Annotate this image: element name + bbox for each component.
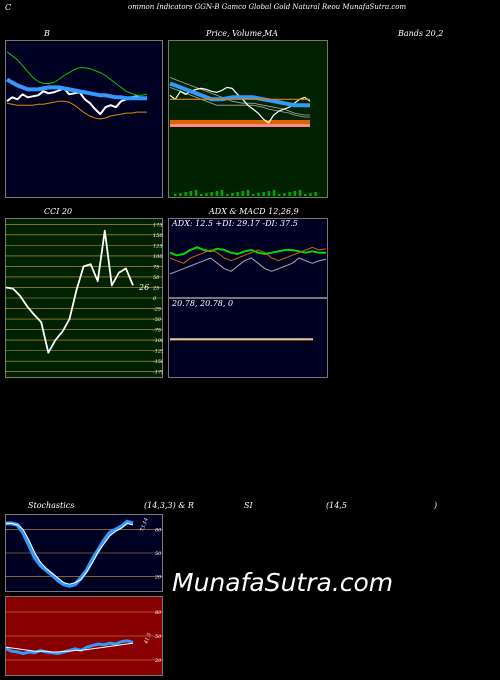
- volume-bar: [267, 191, 271, 196]
- volume-bar: [215, 191, 219, 196]
- rsi-panel: 80 50 20 41.5: [5, 596, 163, 676]
- adx-values: ADX: 12.5 +DI: 29.17 -DI: 37.5: [172, 219, 298, 228]
- cci-tick-label: 50: [153, 275, 160, 281]
- header-title: ommon Indicators GGN-B Gamco Global Gold…: [128, 3, 407, 11]
- series-line-ma: [5, 642, 134, 653]
- panel-frame: [168, 40, 328, 198]
- cci-tick-label: -125: [153, 349, 163, 355]
- cci-tick-label: -175: [153, 370, 163, 376]
- stoch-params: (14,3,3) & R: [144, 501, 194, 510]
- volume-bar: [241, 191, 245, 196]
- rsi-tick-label: 80: [155, 610, 162, 616]
- adx-panel: [168, 218, 328, 298]
- panel-frame: [5, 40, 163, 198]
- price-title-ma: MA: [264, 29, 278, 38]
- cci-tick-label: 100: [153, 254, 163, 260]
- series-line-d: [6, 522, 134, 585]
- macd-panel: [168, 298, 328, 378]
- cci-title: CCI 20: [44, 207, 73, 216]
- volume-bar: [304, 194, 307, 196]
- series-line-band1: [169, 77, 310, 116]
- price-title-volume: Volume,: [232, 29, 265, 38]
- cci-tick-label: 150: [153, 233, 163, 239]
- volume-bar: [246, 190, 250, 196]
- price-panel: [168, 40, 328, 198]
- bollinger-title: B: [44, 29, 50, 38]
- volume-bar: [314, 192, 317, 196]
- panel-frame: [168, 218, 328, 298]
- rsi-tick-label: 20: [154, 658, 162, 664]
- cci-tick-label: -25: [153, 307, 161, 313]
- cci-tick-label: 25: [152, 285, 159, 291]
- volume-bar: [298, 190, 302, 196]
- series-line-rsi: [5, 639, 134, 656]
- series-line-plus_di: [169, 257, 327, 275]
- volume-bar: [262, 192, 265, 196]
- volume-bar: [210, 192, 213, 196]
- cci-tick-label: -75: [153, 328, 161, 334]
- bollinger-panel: [5, 40, 163, 198]
- cci-tick-label: 125: [153, 243, 163, 249]
- volume-bar: [174, 194, 177, 196]
- rsi-last-label: 41.5: [143, 632, 153, 645]
- price-title-left: Price,: [206, 29, 230, 38]
- rsi-tick-label: 50: [155, 634, 162, 640]
- volume-bar: [194, 190, 198, 196]
- series-line-middle: [6, 77, 147, 101]
- rsi-close: ): [434, 501, 438, 510]
- cci-tick-label: 75: [153, 264, 159, 270]
- adx-macd-title: ADX & MACD 12,26,9: [209, 207, 299, 216]
- volume-bar: [220, 190, 224, 196]
- series-line-upper: [6, 51, 148, 96]
- volume-bar: [200, 194, 203, 196]
- cci-tick-label: -50: [153, 317, 162, 323]
- watermark: MunafaSutra.com: [172, 568, 394, 597]
- series-line-cci: [5, 229, 134, 354]
- stochastics-panel: 80 50 20 73.14: [5, 514, 163, 592]
- volume-bar: [293, 191, 297, 196]
- rsi-params: (14,5: [326, 501, 347, 510]
- series-line-ma_fast: [169, 81, 310, 108]
- volume-bar: [205, 193, 208, 196]
- volume-bar: [283, 193, 286, 196]
- stoch-tick-label: 20: [154, 574, 162, 580]
- volume-bar: [231, 193, 234, 196]
- cci-last-value: 26: [138, 283, 149, 292]
- series-line-band0: [169, 87, 310, 118]
- series-line-adx: [169, 246, 326, 257]
- volume-bar: [257, 193, 260, 196]
- cci-panel: 175 150 125 100 75 50 25 0 -25 -50 -75 -100 -125 -150…: [5, 218, 163, 378]
- series-line-lower: [6, 100, 147, 120]
- panel-frame: [168, 298, 328, 378]
- cci-tick-label: 0: [153, 296, 157, 302]
- stoch-tick-label: 50: [155, 551, 162, 557]
- macd-values: 20.78, 20.78, 0: [172, 299, 234, 308]
- volume-bar: [288, 192, 291, 196]
- rsi-title: SI: [244, 501, 253, 510]
- volume-bar: [278, 194, 281, 196]
- header-prefix: C: [5, 3, 12, 12]
- volume-bar: [184, 192, 187, 196]
- cci-tick-label: -150: [153, 359, 163, 365]
- volume-bar: [236, 192, 239, 196]
- series-line-k: [6, 519, 134, 588]
- ma-band-pink: [170, 124, 310, 127]
- cci-tick-label: 175: [153, 222, 163, 228]
- ma-band-orange: [170, 120, 310, 124]
- stoch-last-label: 73.14: [139, 517, 150, 533]
- bands-title: Bands 20,2: [398, 29, 444, 38]
- series-line-minus_di: [169, 246, 327, 264]
- stoch-title: Stochastics: [28, 501, 75, 510]
- volume-bar: [179, 193, 182, 196]
- stoch-tick-label: 80: [155, 528, 162, 534]
- volume-bar: [189, 191, 193, 196]
- volume-bar: [252, 194, 255, 196]
- volume-bar: [226, 194, 229, 196]
- volume-bar: [309, 193, 312, 196]
- cci-tick-label: -100: [153, 338, 163, 344]
- volume-bar: [272, 190, 276, 196]
